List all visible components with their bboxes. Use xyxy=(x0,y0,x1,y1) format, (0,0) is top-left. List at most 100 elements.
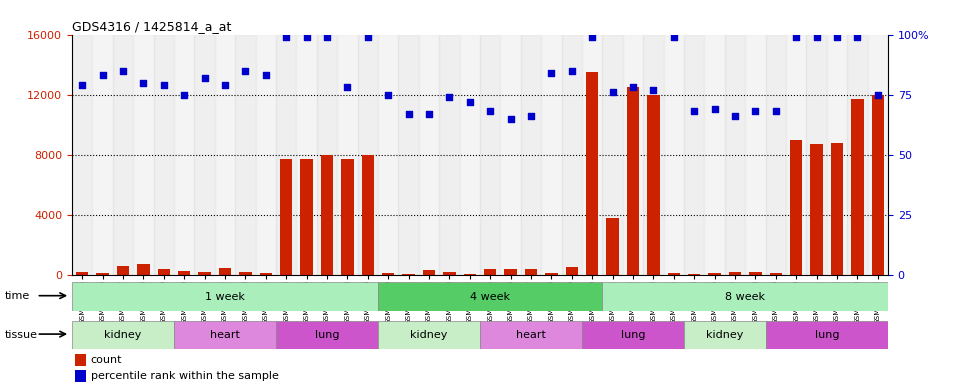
Text: 8 week: 8 week xyxy=(725,291,765,302)
Bar xyxy=(745,35,766,275)
Bar xyxy=(178,271,190,275)
Point xyxy=(217,82,232,88)
Point xyxy=(238,68,253,74)
Bar xyxy=(378,35,398,275)
Point xyxy=(483,108,498,114)
Bar xyxy=(280,159,292,275)
Bar xyxy=(810,144,823,275)
Point xyxy=(258,72,274,78)
Point xyxy=(686,108,702,114)
Bar xyxy=(92,35,113,275)
Point xyxy=(95,72,110,78)
Point xyxy=(421,111,437,117)
Bar xyxy=(382,273,395,275)
Point xyxy=(380,91,396,98)
Bar xyxy=(484,268,496,275)
Bar xyxy=(541,35,562,275)
Point xyxy=(442,94,457,100)
Point xyxy=(809,34,825,40)
Bar xyxy=(806,35,827,275)
Bar xyxy=(872,94,884,275)
Bar xyxy=(525,268,538,275)
Bar xyxy=(378,321,480,349)
Point xyxy=(320,34,335,40)
Point xyxy=(768,108,783,114)
Bar xyxy=(255,35,276,275)
Bar xyxy=(219,268,231,275)
Point xyxy=(543,70,559,76)
Bar xyxy=(667,273,680,275)
Bar xyxy=(174,35,194,275)
Bar xyxy=(586,72,598,275)
Point xyxy=(156,82,172,88)
Bar xyxy=(827,35,847,275)
Bar xyxy=(766,35,786,275)
Bar xyxy=(215,35,235,275)
Point xyxy=(278,34,294,40)
Bar xyxy=(766,321,888,349)
Bar xyxy=(276,321,378,349)
Bar xyxy=(520,35,541,275)
Bar xyxy=(500,35,520,275)
Bar xyxy=(565,267,578,275)
Bar xyxy=(480,35,500,275)
Point xyxy=(748,108,763,114)
Point xyxy=(585,34,600,40)
Text: lung: lung xyxy=(315,330,339,340)
Bar xyxy=(464,274,476,275)
Bar xyxy=(259,273,272,275)
Bar xyxy=(545,273,558,275)
Point xyxy=(340,84,355,91)
Bar xyxy=(663,35,684,275)
Bar xyxy=(75,370,86,382)
Bar xyxy=(725,35,745,275)
Point xyxy=(135,79,151,86)
Point xyxy=(360,34,375,40)
Bar xyxy=(582,321,684,349)
Bar xyxy=(300,159,313,275)
Text: heart: heart xyxy=(516,330,546,340)
Bar xyxy=(708,273,721,275)
Bar xyxy=(72,35,92,275)
Point xyxy=(625,84,640,91)
Bar xyxy=(378,282,603,311)
Bar xyxy=(607,218,619,275)
Point xyxy=(197,75,212,81)
Bar xyxy=(72,321,174,349)
Bar xyxy=(174,321,276,349)
Bar xyxy=(422,270,435,275)
Bar xyxy=(444,271,455,275)
Bar xyxy=(623,35,643,275)
Bar xyxy=(398,35,419,275)
Bar xyxy=(750,272,761,275)
Bar xyxy=(460,35,480,275)
Point xyxy=(728,113,743,119)
Bar xyxy=(235,35,255,275)
Bar xyxy=(419,35,439,275)
Bar xyxy=(562,35,582,275)
Point xyxy=(75,82,90,88)
Bar xyxy=(137,264,150,275)
Point xyxy=(503,116,518,122)
Bar xyxy=(684,321,766,349)
Bar xyxy=(705,35,725,275)
Text: 4 week: 4 week xyxy=(470,291,510,302)
Bar xyxy=(688,274,701,275)
Text: kidney: kidney xyxy=(105,330,142,340)
Bar xyxy=(276,35,297,275)
Text: time: time xyxy=(5,291,30,301)
Point xyxy=(605,89,620,95)
Point xyxy=(462,99,477,105)
Text: kidney: kidney xyxy=(410,330,447,340)
Point xyxy=(788,34,804,40)
Point xyxy=(523,113,539,119)
Text: GDS4316 / 1425814_a_at: GDS4316 / 1425814_a_at xyxy=(72,20,231,33)
Bar xyxy=(117,266,129,275)
Bar xyxy=(643,35,663,275)
Point xyxy=(850,34,865,40)
Point xyxy=(177,91,192,98)
Text: 1 week: 1 week xyxy=(205,291,245,302)
Bar xyxy=(113,35,133,275)
Point xyxy=(299,34,314,40)
Bar xyxy=(684,35,705,275)
